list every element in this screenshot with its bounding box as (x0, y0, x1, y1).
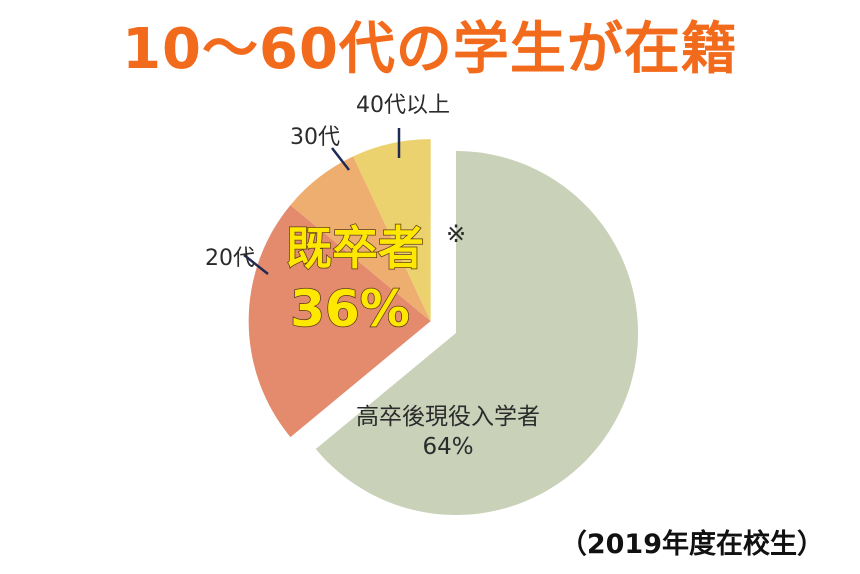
footnote: （2019年度在校生） (559, 529, 824, 560)
slice-40s-plus (353, 139, 431, 322)
label-20s: 20代 (205, 246, 255, 271)
label-40s-plus: 40代以上 (356, 93, 450, 118)
leader-line-20s (243, 254, 269, 275)
group-label: 既卒者 (286, 221, 424, 275)
main-slice-value: 64% (422, 434, 473, 460)
leader-line-30s (331, 147, 350, 171)
chart-title: 10〜60代の学生が在籍 (122, 17, 738, 82)
slice-main (315, 151, 638, 515)
group-footnote-mark: ※ (446, 220, 466, 248)
main-slice-label: 高卒後現役入学者 (356, 404, 540, 430)
slice-30s (290, 156, 431, 322)
slice-20s (248, 205, 431, 438)
label-30s: 30代 (290, 125, 340, 150)
group-value: 36% (290, 280, 410, 338)
